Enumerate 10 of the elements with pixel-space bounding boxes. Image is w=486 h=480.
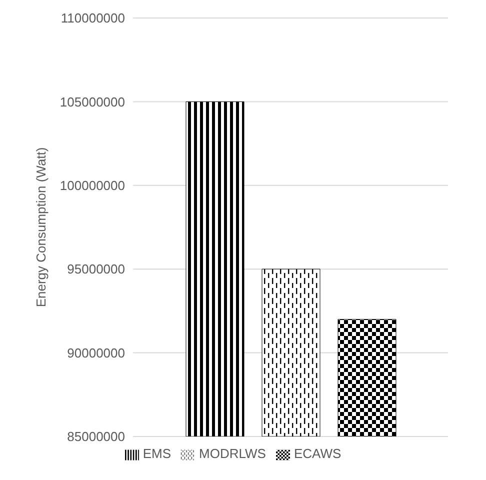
legend-label: MODRLWS [199,446,266,462]
y-axis-title: Energy Consumption (Watt) [34,147,49,308]
y-tick-label: 90000000 [67,345,125,360]
y-tick-label: 100000000 [60,178,125,193]
legend-label: ECAWS [294,446,342,462]
legend-label: EMS [142,446,172,462]
y-tick-label: 105000000 [60,94,125,110]
y-tick-label: 95000000 [67,262,125,277]
y-tick-label: 85000000 [67,429,125,444]
y-tick-label: 110000000 [60,10,125,26]
